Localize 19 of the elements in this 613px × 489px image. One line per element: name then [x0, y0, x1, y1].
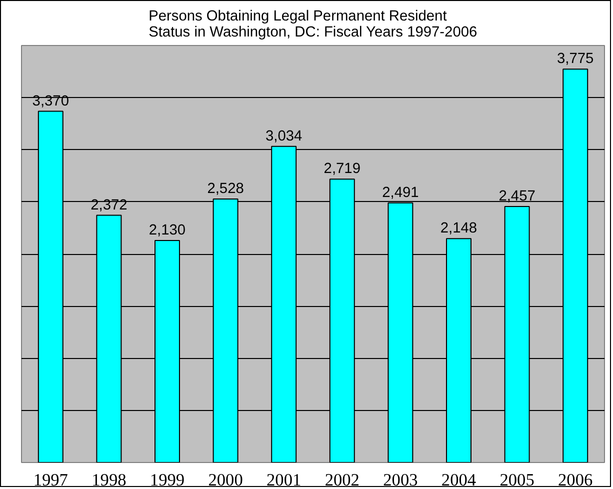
data-label: 3,775: [557, 51, 594, 68]
x-tick-label: 2004: [441, 470, 476, 489]
data-label: 2,130: [148, 222, 186, 239]
x-tick-label: 2006: [558, 470, 594, 489]
data-label: 2,719: [324, 161, 360, 178]
data-label: 2,148: [440, 220, 478, 237]
x-tick-label: 1999: [150, 470, 185, 489]
data-label: 2,528: [207, 181, 244, 198]
data-label: 2,457: [498, 188, 536, 204]
x-tick-label: 1997: [33, 470, 68, 489]
x-tick-label: 2005: [500, 470, 534, 489]
data-label: 3,034: [266, 128, 302, 144]
x-tick-label: 2002: [324, 470, 360, 489]
x-tick-label: 1998: [92, 470, 126, 489]
data-label: 2,491: [382, 184, 419, 201]
x-tick-label: 2003: [383, 470, 418, 489]
chart-title: Persons Obtaining Legal Permanent Resident Status in Washington, DC: Fiscal Years 1997-2006: [148, 8, 478, 40]
x-tick-label: 2000: [208, 470, 243, 489]
x-tick-label: 2001: [266, 470, 302, 489]
